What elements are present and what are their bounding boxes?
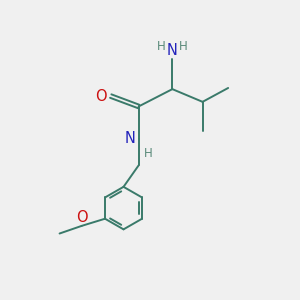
Text: H: H xyxy=(144,147,152,160)
Text: H: H xyxy=(157,40,166,53)
Text: O: O xyxy=(96,88,107,104)
Text: N: N xyxy=(125,131,136,146)
Text: H: H xyxy=(179,40,188,53)
Text: O: O xyxy=(76,210,88,225)
Text: N: N xyxy=(167,44,178,59)
